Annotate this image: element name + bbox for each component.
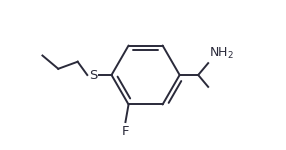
Text: F: F bbox=[122, 125, 129, 138]
Text: S: S bbox=[89, 69, 98, 81]
Text: NH$_2$: NH$_2$ bbox=[209, 46, 234, 61]
